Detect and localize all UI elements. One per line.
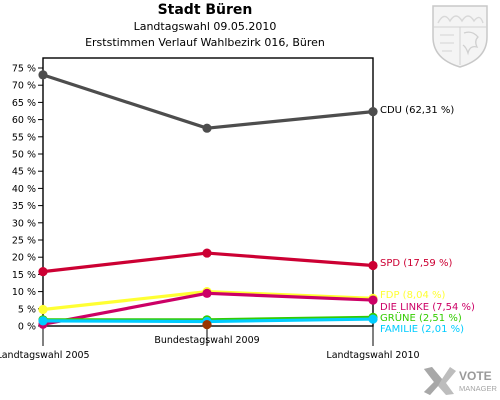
y-tick-label: 30 % — [12, 218, 36, 229]
y-tick-label: 20 % — [12, 253, 36, 264]
data-point-die-linke — [368, 295, 378, 305]
y-tick-label: 25 % — [12, 236, 36, 247]
data-point-spd — [38, 267, 48, 277]
data-point-cdu — [202, 123, 212, 133]
y-tick-label: 40 % — [12, 184, 36, 195]
ballot-x-icon — [424, 367, 456, 395]
data-point-familie — [368, 314, 378, 324]
logo-wordmark-manager: MANAGER — [459, 384, 498, 393]
series-label-cdu: CDU (62,31 %) — [380, 105, 454, 116]
series-label-spd: SPD (17,59 %) — [380, 258, 452, 269]
y-tick-label: 35 % — [12, 201, 36, 212]
data-point-spd — [202, 248, 212, 258]
y-tick-label: 65 % — [12, 98, 36, 109]
y-tick-label: 10 % — [12, 287, 36, 298]
y-tick-label: 5 % — [18, 304, 36, 315]
votemanager-logo: VOTE MANAGER — [424, 367, 498, 395]
y-tick-label: 60 % — [12, 115, 36, 126]
coat-of-arms-icon — [432, 5, 488, 68]
chart-title: Stadt Büren — [157, 2, 253, 18]
y-tick-label: 75 % — [12, 64, 36, 75]
series-label-gr-ne: GRÜNE (2,51 %) — [380, 311, 462, 324]
x-tick-label: Landtagswahl 2005 — [0, 350, 90, 361]
y-tick-label: 70 % — [12, 81, 36, 92]
data-point-cdu — [368, 107, 378, 117]
series-label-die-linke: DIE LINKE (7,54 %) — [380, 302, 475, 313]
data-point-other — [202, 320, 212, 330]
data-point-familie — [38, 316, 48, 326]
chart-subtitle-district: Erststimmen Verlauf Wahlbezirk 016, Büre… — [85, 36, 325, 49]
data-point-cdu — [38, 70, 48, 80]
y-tick-label: 0 % — [18, 322, 36, 333]
y-tick-label: 15 % — [12, 270, 36, 281]
x-tick-label: Bundestagswahl 2009 — [154, 335, 259, 346]
y-tick-label: 45 % — [12, 167, 36, 178]
y-tick-label: 55 % — [12, 132, 36, 143]
chart-subtitle: Landtagswahl 09.05.2010 — [133, 20, 277, 33]
x-tick-label: Landtagswahl 2010 — [326, 350, 419, 361]
y-tick-label: 50 % — [12, 150, 36, 161]
logo-wordmark-vote: VOTE — [459, 369, 492, 383]
plot-frame — [42, 57, 374, 327]
data-point-spd — [368, 260, 378, 271]
series-label-fdp: FDP (8,04 %) — [380, 290, 446, 301]
data-point-die-linke — [202, 288, 212, 298]
series-label-familie: FAMILIE (2,01 %) — [380, 324, 464, 335]
data-point-fdp — [38, 304, 48, 315]
